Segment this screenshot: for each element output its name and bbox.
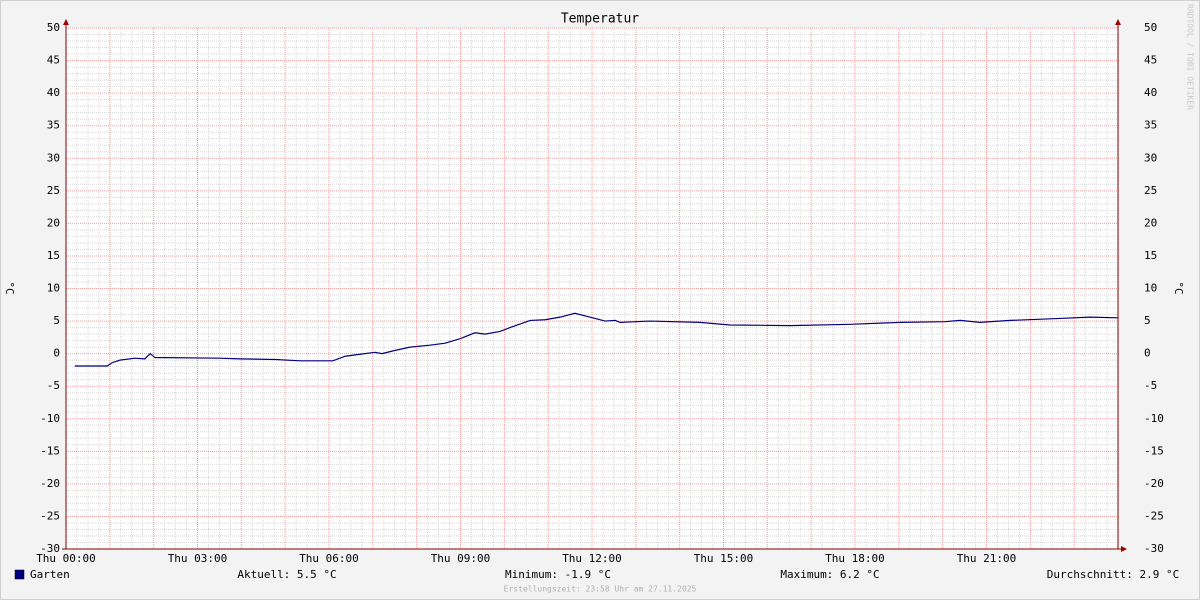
legend-label: Garten [30,568,70,581]
y-tick-label: -20 [40,477,60,490]
footer: Erstellungszeit: 23:58 Uhr am 27.11.2025 [504,585,697,594]
y2-tick-label: 15 [1144,249,1157,262]
stat-label: Maximum: 6.2 °C [780,568,879,581]
y2-tick-label: -30 [1144,542,1164,555]
y-tick-label: 25 [47,184,60,197]
y-tick-label: 20 [47,216,60,229]
x-tick-label: Thu 12:00 [562,552,622,565]
x-tick-label: Thu 09:00 [431,552,491,565]
y-tick-label: 40 [47,86,60,99]
y2-tick-label: -5 [1144,379,1157,392]
y2-tick-label: 30 [1144,151,1157,164]
y-tick-label: -5 [47,379,60,392]
y-tick-label: 45 [47,54,60,67]
y-tick-label: 5 [53,314,60,327]
grid [65,27,1118,550]
y2-tick-label: -15 [1144,444,1164,457]
y-tick-label: -15 [40,444,60,457]
y2-tick-label: 40 [1144,86,1157,99]
y2-tick-label: 5 [1144,314,1151,327]
axis-arrow [1121,546,1127,552]
y-tick-label: 10 [47,282,60,295]
y-tick-label: -10 [40,412,60,425]
y-tick-label: 50 [47,21,60,34]
y2-tick-label: 20 [1144,216,1157,229]
x-tick-label: Thu 21:00 [957,552,1017,565]
x-tick-label: Thu 03:00 [168,552,228,565]
legend-swatch [14,569,25,580]
chart-title: Temperatur [561,12,639,27]
x-tick-label: Thu 00:00 [36,552,96,565]
y2-axis-label: °C [1172,281,1185,294]
stat-label: Durchschnitt: 2.9 °C [1047,568,1179,581]
data-line [74,312,1119,367]
y2-tick-label: 25 [1144,184,1157,197]
y2-tick-label: 45 [1144,54,1157,67]
y2-tick-label: -10 [1144,412,1164,425]
y-tick-label: 15 [47,249,60,262]
stat-label: Aktuell: 5.5 °C [237,568,336,581]
watermark: RRDTOOL / TOBI OETIKER [1186,4,1195,110]
y-tick-label: 0 [53,347,60,360]
y2-tick-label: 35 [1144,119,1157,132]
y-axis-label: °C [3,281,16,294]
axis-arrow [63,19,69,25]
y-tick-label: -30 [40,542,60,555]
x-tick-label: Thu 06:00 [299,552,359,565]
y2-tick-label: -20 [1144,477,1164,490]
stat-label: Minimum: -1.9 °C [505,568,611,581]
y-tick-label: -25 [40,509,60,522]
x-tick-label: Thu 15:00 [694,552,754,565]
y-tick-label: 30 [47,151,60,164]
x-tick-label: Thu 18:00 [825,552,885,565]
y2-tick-label: 50 [1144,21,1157,34]
axis-arrow [1115,19,1121,25]
y2-tick-label: 0 [1144,347,1151,360]
y2-tick-label: 10 [1144,282,1157,295]
y2-tick-label: -25 [1144,509,1164,522]
y-tick-label: 35 [47,119,60,132]
